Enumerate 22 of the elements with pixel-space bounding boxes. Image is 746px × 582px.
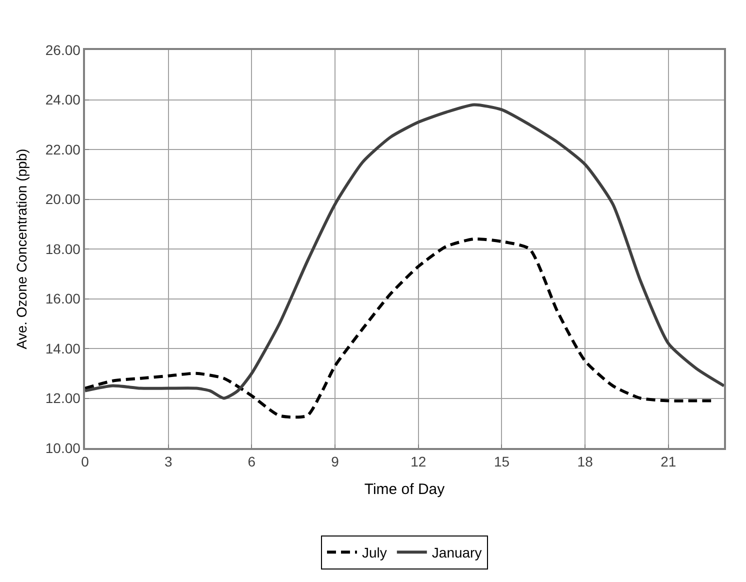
y-axis-title: Ave. Ozone Concentration (ppb): [14, 148, 30, 350]
x-tick-label: 15: [494, 454, 510, 470]
x-tick-label: 3: [164, 454, 172, 470]
x-tick-label: 6: [248, 454, 256, 470]
x-tick-label: 18: [577, 454, 594, 470]
y-tick-label: 10.00: [45, 440, 81, 456]
y-tick-label: 14.00: [45, 340, 81, 356]
x-tick-label: 9: [331, 454, 340, 470]
line-series: [85, 103, 724, 400]
y-tick-label: 26.00: [45, 42, 81, 58]
y-tick-label: 24.00: [45, 92, 81, 108]
x-axis-title: Time of Day: [364, 481, 446, 498]
legend-label: July: [362, 544, 387, 561]
x-tick-label: 21: [660, 454, 676, 470]
y-tick-label: 20.00: [45, 191, 81, 208]
y-tick-label: 22.00: [45, 141, 81, 158]
x-tick-label: 0: [81, 454, 90, 470]
y-tick-label: 18.00: [45, 240, 81, 257]
x-tick-label: 12: [410, 454, 426, 470]
legend-label: January: [432, 544, 482, 561]
y-tick-label: 12.00: [45, 390, 81, 406]
y-tick-label: 16.00: [45, 290, 81, 307]
